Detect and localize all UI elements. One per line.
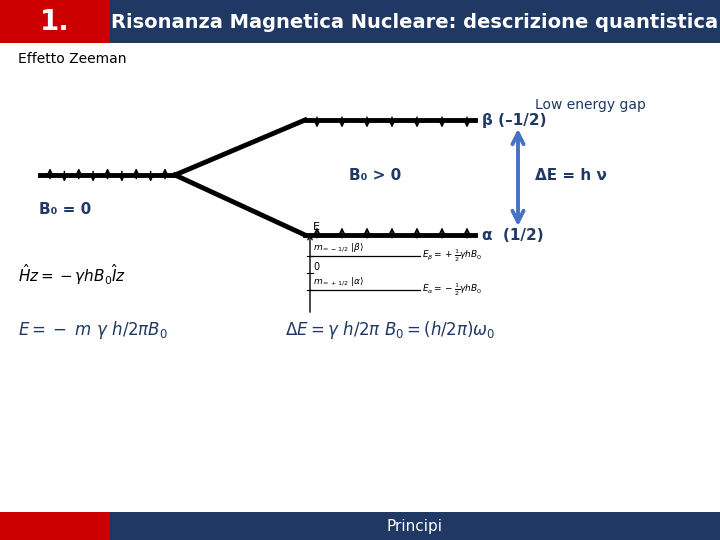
Text: Risonanza Magnetica Nucleare: descrizione quantistica: Risonanza Magnetica Nucleare: descrizion… bbox=[112, 12, 719, 31]
Text: Principi: Principi bbox=[387, 518, 443, 534]
Text: $m_{=+1/2}\ |\alpha\rangle$: $m_{=+1/2}\ |\alpha\rangle$ bbox=[313, 275, 364, 288]
Text: 1.: 1. bbox=[40, 8, 70, 36]
Text: $m_{=-1/2}\ |\beta\rangle$: $m_{=-1/2}\ |\beta\rangle$ bbox=[313, 241, 364, 254]
Bar bbox=[0, 512, 110, 540]
Text: B₀ = 0: B₀ = 0 bbox=[39, 202, 91, 218]
Text: E: E bbox=[313, 222, 320, 232]
Text: $\hat{H}z = -\gamma h B_0 \hat{I}z$: $\hat{H}z = -\gamma h B_0 \hat{I}z$ bbox=[18, 262, 126, 287]
Text: ΔE = h ν: ΔE = h ν bbox=[535, 167, 607, 183]
Bar bbox=[110, 512, 720, 540]
Text: Low energy gap: Low energy gap bbox=[535, 98, 646, 112]
Text: B₀ > 0: B₀ > 0 bbox=[349, 167, 401, 183]
Text: $\mathit{E}_\beta=+\frac{1}{2}\gamma h B_0$: $\mathit{E}_\beta=+\frac{1}{2}\gamma h B… bbox=[422, 248, 482, 264]
Text: β (–1/2): β (–1/2) bbox=[482, 112, 546, 127]
Bar bbox=[110, 0, 720, 43]
Text: $\mathit{E}_\alpha=-\frac{1}{2}\gamma h B_0$: $\mathit{E}_\alpha=-\frac{1}{2}\gamma h … bbox=[422, 282, 482, 298]
Text: $\Delta E = \gamma\ h/2\pi\ B_0= (h/2\pi)\omega_0$: $\Delta E = \gamma\ h/2\pi\ B_0= (h/2\pi… bbox=[285, 319, 495, 341]
Text: α  (1/2): α (1/2) bbox=[482, 227, 544, 242]
Text: 0: 0 bbox=[313, 262, 319, 272]
Text: $E = -\ m\ \gamma\ h/2\pi B_0$: $E = -\ m\ \gamma\ h/2\pi B_0$ bbox=[18, 319, 168, 341]
Text: Effetto Zeeman: Effetto Zeeman bbox=[18, 52, 127, 66]
Bar bbox=[0, 0, 110, 43]
